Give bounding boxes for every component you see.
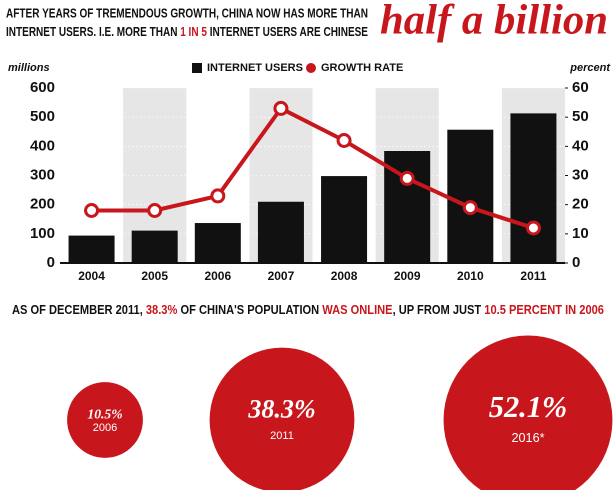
x-tick-label: 2010 — [457, 269, 484, 283]
header-text: INTERNET USERS ARE CHINESE — [207, 24, 368, 39]
sub-text: AS OF DECEMBER 2011, — [12, 302, 146, 317]
bubble-label: 10.5% — [87, 407, 122, 422]
point — [273, 100, 289, 116]
x-tick-label: 2007 — [268, 269, 295, 283]
bubble — [67, 382, 143, 458]
point — [147, 203, 163, 218]
bubble-label: 52.1% — [489, 390, 568, 424]
y2-tick-label: 20 — [572, 196, 589, 213]
y2-tick-label: 10 — [572, 225, 589, 242]
bar — [257, 201, 304, 263]
sub-text: , UP FROM JUST — [393, 302, 485, 317]
y2-tick-label: 30 — [572, 166, 589, 183]
sub-text: OF CHINA'S POPULATION — [177, 302, 322, 317]
y2-tick-label: 40 — [572, 137, 589, 154]
y2-tick-label: 0 — [572, 254, 580, 271]
bubble-category: 2011 — [270, 430, 294, 442]
point — [84, 203, 100, 218]
legend-swatch — [306, 63, 316, 73]
x-tick-label: 2011 — [520, 269, 546, 283]
header-line1: AFTER YEARS OF TREMENDOUS GROWTH, CHINA … — [6, 5, 368, 20]
bubble — [209, 347, 355, 490]
y-tick-label: 300 — [30, 166, 55, 183]
x-tick-label: 2005 — [141, 269, 168, 283]
y-tick-label: 600 — [30, 79, 55, 96]
point — [525, 220, 541, 236]
bar — [131, 230, 178, 263]
bubble-category: 2006 — [93, 422, 117, 434]
y2-tick-label: 50 — [572, 108, 589, 125]
bar — [321, 176, 368, 263]
y-tick-label: 100 — [30, 225, 55, 242]
y-tick-label: 200 — [30, 196, 55, 213]
headline: half a billion — [380, 0, 608, 44]
bubble-category: 2016* — [511, 431, 544, 445]
x-tick-label: 2004 — [78, 269, 105, 283]
y-tick-label: 0 — [47, 254, 55, 271]
sub-highlight: WAS ONLINE — [322, 302, 393, 317]
header-text: INTERNET USERS. I.E. MORE THAN — [6, 24, 180, 39]
header-highlight: 1 IN 5 — [180, 24, 207, 39]
point — [399, 170, 415, 186]
x-tick-label: 2006 — [204, 269, 231, 283]
y-tick-label: 400 — [30, 137, 55, 154]
bar — [194, 223, 241, 263]
point — [462, 200, 478, 216]
bubble-label: 38.3% — [247, 394, 315, 423]
legend-swatch — [192, 63, 202, 73]
bar — [447, 129, 494, 263]
y2-axis-label: percent — [569, 62, 611, 74]
subheader: AS OF DECEMBER 2011, 38.3% OF CHINA'S PO… — [12, 302, 604, 317]
x-tick-label: 2008 — [331, 269, 358, 283]
sub-highlight: 10.5 PERCENT IN 2006 — [484, 302, 604, 317]
legend-label: GROWTH RATE — [321, 62, 403, 74]
y-axis-label: millions — [8, 62, 50, 74]
x-tick-label: 2009 — [394, 269, 421, 283]
bar — [510, 113, 557, 263]
bubble — [443, 335, 613, 490]
header-line2: INTERNET USERS. I.E. MORE THAN 1 IN 5 IN… — [6, 24, 368, 39]
bar — [68, 235, 115, 263]
point — [336, 133, 352, 148]
sub-highlight: 38.3% — [146, 302, 178, 317]
legend-label: INTERNET USERS — [207, 62, 303, 74]
y2-tick-label: 60 — [572, 79, 589, 96]
point — [210, 188, 226, 204]
line — [91, 105, 535, 230]
y-tick-label: 500 — [30, 108, 55, 125]
